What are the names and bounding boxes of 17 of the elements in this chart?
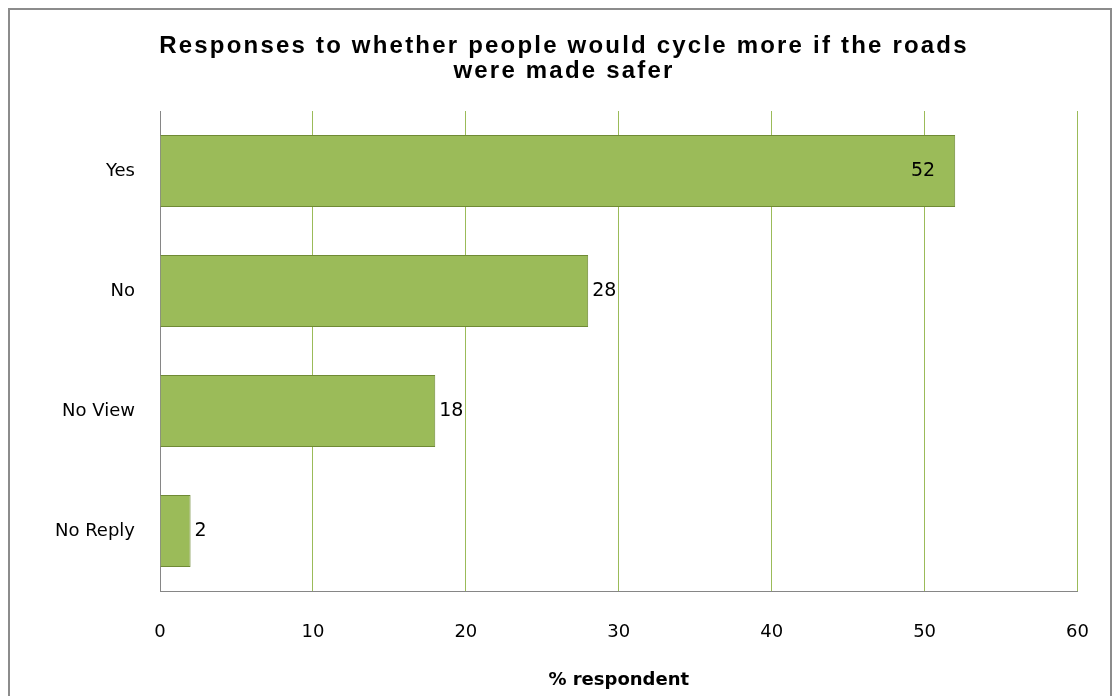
chart-title: Responses to whether people would cycle more if the roads were made safer xyxy=(158,31,970,83)
x-tick-label: 30 xyxy=(607,620,631,642)
x-tick-label: 20 xyxy=(454,620,478,642)
x-tick-label: 60 xyxy=(1066,620,1089,642)
y-tick-label: No xyxy=(110,278,135,300)
y-tick-label: No Reply xyxy=(54,518,136,540)
x-tick-label: 0 xyxy=(154,620,166,642)
y-tick-label: No View xyxy=(62,398,135,420)
data-label: 52 xyxy=(911,157,936,180)
x-tick-label: 10 xyxy=(301,620,325,642)
x-tick-label: 40 xyxy=(760,620,784,642)
data-label: 28 xyxy=(592,277,617,300)
x-tick-label: 50 xyxy=(913,620,937,642)
y-tick-label: Yes xyxy=(104,158,135,180)
data-label: 18 xyxy=(439,397,464,420)
x-axis-title: % respondent xyxy=(548,667,690,689)
data-label: 2 xyxy=(194,517,207,540)
